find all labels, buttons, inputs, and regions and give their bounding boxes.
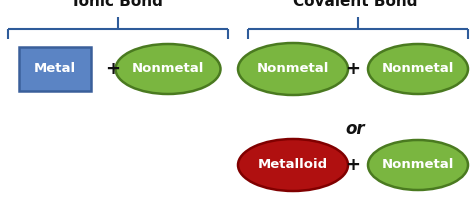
Text: +: + xyxy=(346,60,361,78)
Text: Nonmetal: Nonmetal xyxy=(132,62,204,76)
Text: Metal: Metal xyxy=(34,62,76,76)
Text: Nonmetal: Nonmetal xyxy=(382,62,454,76)
Text: Ionic Bond: Ionic Bond xyxy=(73,0,163,9)
Text: Nonmetal: Nonmetal xyxy=(257,62,329,76)
Ellipse shape xyxy=(368,44,468,94)
Text: Metalloid: Metalloid xyxy=(258,158,328,171)
Text: +: + xyxy=(346,156,361,174)
FancyBboxPatch shape xyxy=(19,47,91,91)
Text: Nonmetal: Nonmetal xyxy=(382,158,454,171)
Ellipse shape xyxy=(238,43,348,95)
Ellipse shape xyxy=(368,140,468,190)
Text: or: or xyxy=(345,120,365,138)
Ellipse shape xyxy=(238,139,348,191)
Text: +: + xyxy=(106,60,120,78)
Text: Covalent Bond: Covalent Bond xyxy=(293,0,417,9)
Ellipse shape xyxy=(116,44,220,94)
